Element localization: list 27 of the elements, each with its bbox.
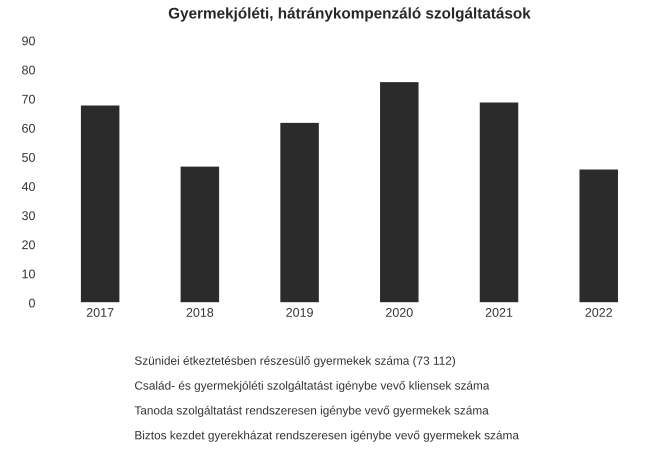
y-tick-label: 30 bbox=[22, 211, 35, 220]
bar bbox=[578, 168, 620, 303]
y-tick-label: 40 bbox=[22, 182, 35, 191]
text: Tanoda szolgáltatást rendszeresen igénybe vevő gyermekek száma bbox=[134, 406, 489, 417]
bar bbox=[278, 122, 320, 303]
x-tick-label: 2021 bbox=[486, 308, 512, 317]
y-tick-label: 20 bbox=[22, 240, 35, 250]
bar bbox=[80, 104, 121, 303]
y-tick-label: 90 bbox=[22, 36, 35, 46]
y-tick-label: 50 bbox=[22, 152, 35, 162]
text: Biztos kezdet gyerekházat rendszeresen igénybe vevő gyermekek száma bbox=[135, 430, 519, 442]
text: Család- és gyermekjóléti szolgáltatást igénybe vevő kliensek száma bbox=[135, 380, 490, 392]
x-tick-label: 2020 bbox=[386, 308, 413, 317]
x-tick-label: 2019 bbox=[286, 308, 313, 317]
y-tick-label: 60 bbox=[22, 124, 35, 133]
x-tick-label: 2017 bbox=[86, 308, 114, 317]
bar bbox=[378, 80, 420, 303]
bar bbox=[478, 101, 520, 303]
text: Szünidei étkeztetésben részesülő gyermekek száma (73 112) bbox=[134, 356, 455, 368]
y-tick-label: 0 bbox=[28, 298, 35, 308]
y-tick-label: 70 bbox=[22, 94, 35, 104]
y-tick-label: 10 bbox=[22, 270, 35, 278]
x-tick-label: 2018 bbox=[186, 308, 214, 317]
chart-title: Gyermekjóléti, hátránykompenzáló szolgáltatások bbox=[168, 7, 531, 22]
y-tick-label: 80 bbox=[22, 66, 35, 74]
x-tick-label: 2022 bbox=[585, 308, 612, 317]
bar bbox=[179, 165, 221, 303]
